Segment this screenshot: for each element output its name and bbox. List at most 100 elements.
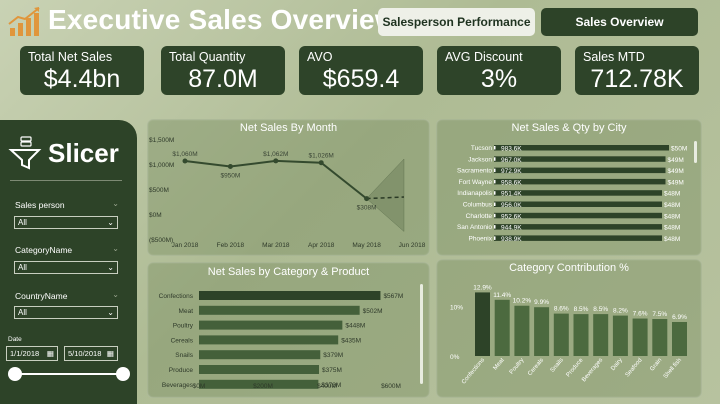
bar [494, 156, 666, 162]
category-dropdown[interactable]: All ⌄ [14, 261, 118, 274]
country-dropdown[interactable]: All ⌄ [14, 306, 118, 319]
sales-growth-icon [8, 7, 40, 36]
chart-title: Category Contribution % [509, 262, 629, 274]
kpi-value: 87.0M [188, 65, 258, 93]
bar [612, 315, 628, 356]
x-tick-label: Apr 2018 [308, 242, 335, 249]
bar [199, 379, 319, 389]
bar [632, 318, 648, 356]
calendar-icon: ▦ [46, 349, 54, 358]
y-tick-label: $500M [149, 187, 169, 194]
bar [199, 291, 381, 300]
x-tick-label: Mar 2018 [262, 242, 290, 249]
date-slider-track[interactable] [15, 373, 123, 375]
bar [494, 235, 662, 241]
date-slider-start-handle[interactable] [8, 367, 22, 381]
line-chart: $1,500M $1,000M $500M $0M ($500M)Jan 2018 Feb… [149, 137, 426, 249]
data-label: 9.9% [534, 299, 549, 306]
bar [199, 335, 339, 345]
qty-label: 938.9K [501, 236, 522, 243]
bar [593, 314, 609, 356]
category-label: Beverages [162, 382, 194, 389]
x-tick-label: Cereals [527, 357, 545, 377]
chevron-down-icon[interactable]: ⌄ [112, 244, 119, 253]
category-label: CategoryName [15, 245, 73, 255]
bar [199, 320, 343, 330]
data-label: $567M [383, 293, 403, 300]
sales-label: $49M [668, 168, 684, 175]
data-label: $502M [363, 308, 383, 315]
data-label: $373M [321, 382, 341, 389]
scrollbar-thumb [420, 284, 423, 384]
start-date-input[interactable]: 1/1/2018 ▦ [6, 346, 58, 361]
data-label: 7.5% [652, 311, 667, 318]
bar [672, 321, 687, 356]
bar [494, 145, 669, 151]
category-label: Poultry [173, 323, 194, 330]
bar [534, 307, 550, 356]
contribution-column-chart: 10% 0% 12.9% Confections 11.4% Meat 10.2% Poult… [450, 284, 687, 385]
sales-overview-button[interactable]: Sales Overview [541, 8, 698, 36]
chart-title: Net Sales & Qty by City [511, 122, 627, 134]
end-date-input[interactable]: 5/10/2018 ▦ [64, 346, 118, 361]
kpi-sales-mtd: Sales MTD 712.78K [575, 46, 699, 95]
data-label: 10.2% [513, 298, 532, 305]
chevron-down-icon[interactable]: ⌄ [112, 199, 119, 208]
chevron-down-icon: ⌄ [107, 218, 114, 227]
x-tick-label: Jun 2018 [399, 242, 426, 249]
country-label: CountryName [15, 291, 68, 301]
bar-marker [494, 191, 496, 195]
qty-label: 983.6K [501, 146, 522, 153]
salesperson-label: Sales person [15, 200, 65, 210]
data-point [318, 160, 324, 166]
data-label: 8.2% [613, 308, 628, 315]
qty-label: 967.0K [501, 157, 522, 164]
salesperson-performance-button[interactable]: Salesperson Performance [378, 8, 535, 36]
x-tick-label: Produce [566, 357, 585, 378]
bar [494, 167, 666, 174]
kpi-value: 712.78K [590, 65, 684, 93]
kpi-label: AVO [307, 50, 333, 64]
start-date-value: 1/1/2018 [10, 349, 40, 358]
sales-label: $50M [671, 146, 687, 153]
page-title: Executive Sales Overview [48, 4, 397, 35]
x-tick-label: Feb 2018 [217, 242, 245, 249]
category-label: Snails [175, 352, 193, 359]
city-bar-chart: Tucson 983.6K $50M Jackson 967.0K $49M Sacrame… [457, 141, 697, 243]
sales-label: $48M [664, 191, 680, 198]
kpi-avg-discount: AVG Discount 3% [437, 46, 561, 95]
x-tick-label: Confections [461, 357, 486, 385]
data-label: $308M [357, 205, 377, 212]
bar [494, 224, 662, 230]
category-label: Jackson [468, 156, 492, 163]
bar [199, 365, 319, 374]
chevron-down-icon[interactable]: ⌄ [112, 290, 119, 299]
y-tick-label: $1,000M [149, 162, 174, 169]
data-label: 8.5% [593, 306, 608, 313]
bar-marker [494, 202, 496, 206]
data-label: 12.9% [473, 284, 492, 291]
x-tick-label: $0M [193, 383, 206, 390]
kpi-value: $659.4 [322, 65, 400, 93]
x-tick-label: May 2018 [352, 242, 381, 249]
bar [494, 201, 662, 207]
data-label: $1,060M [172, 151, 197, 158]
date-slider-end-handle[interactable] [116, 367, 130, 381]
slicer-panel: Slicer Sales person ⌄ All ⌄ CategoryName… [0, 120, 137, 404]
x-tick-label: Snails [550, 357, 565, 373]
bar [199, 305, 360, 315]
y-tick-label: 10% [450, 305, 463, 312]
kpi-total-quantity: Total Quantity 87.0M [161, 46, 285, 95]
category-label: San Antonio [457, 224, 492, 231]
forecast-band [366, 158, 405, 233]
qty-label: 944.9K [501, 225, 522, 232]
scrollbar-thumb [694, 141, 697, 163]
data-point [273, 158, 279, 164]
calendar-icon: ▦ [106, 349, 114, 358]
chart-title: Net Sales by Category & Product [207, 266, 370, 278]
date-label: Date [8, 336, 22, 343]
salesperson-dropdown[interactable]: All ⌄ [14, 216, 118, 229]
sales-label: $48M [664, 236, 680, 243]
net-sales-by-category-panel: Net Sales by Category & Product Confecti… [147, 262, 430, 398]
category-contribution-panel: Category Contribution % 10% 0% 12.9% Confec… [436, 259, 702, 398]
